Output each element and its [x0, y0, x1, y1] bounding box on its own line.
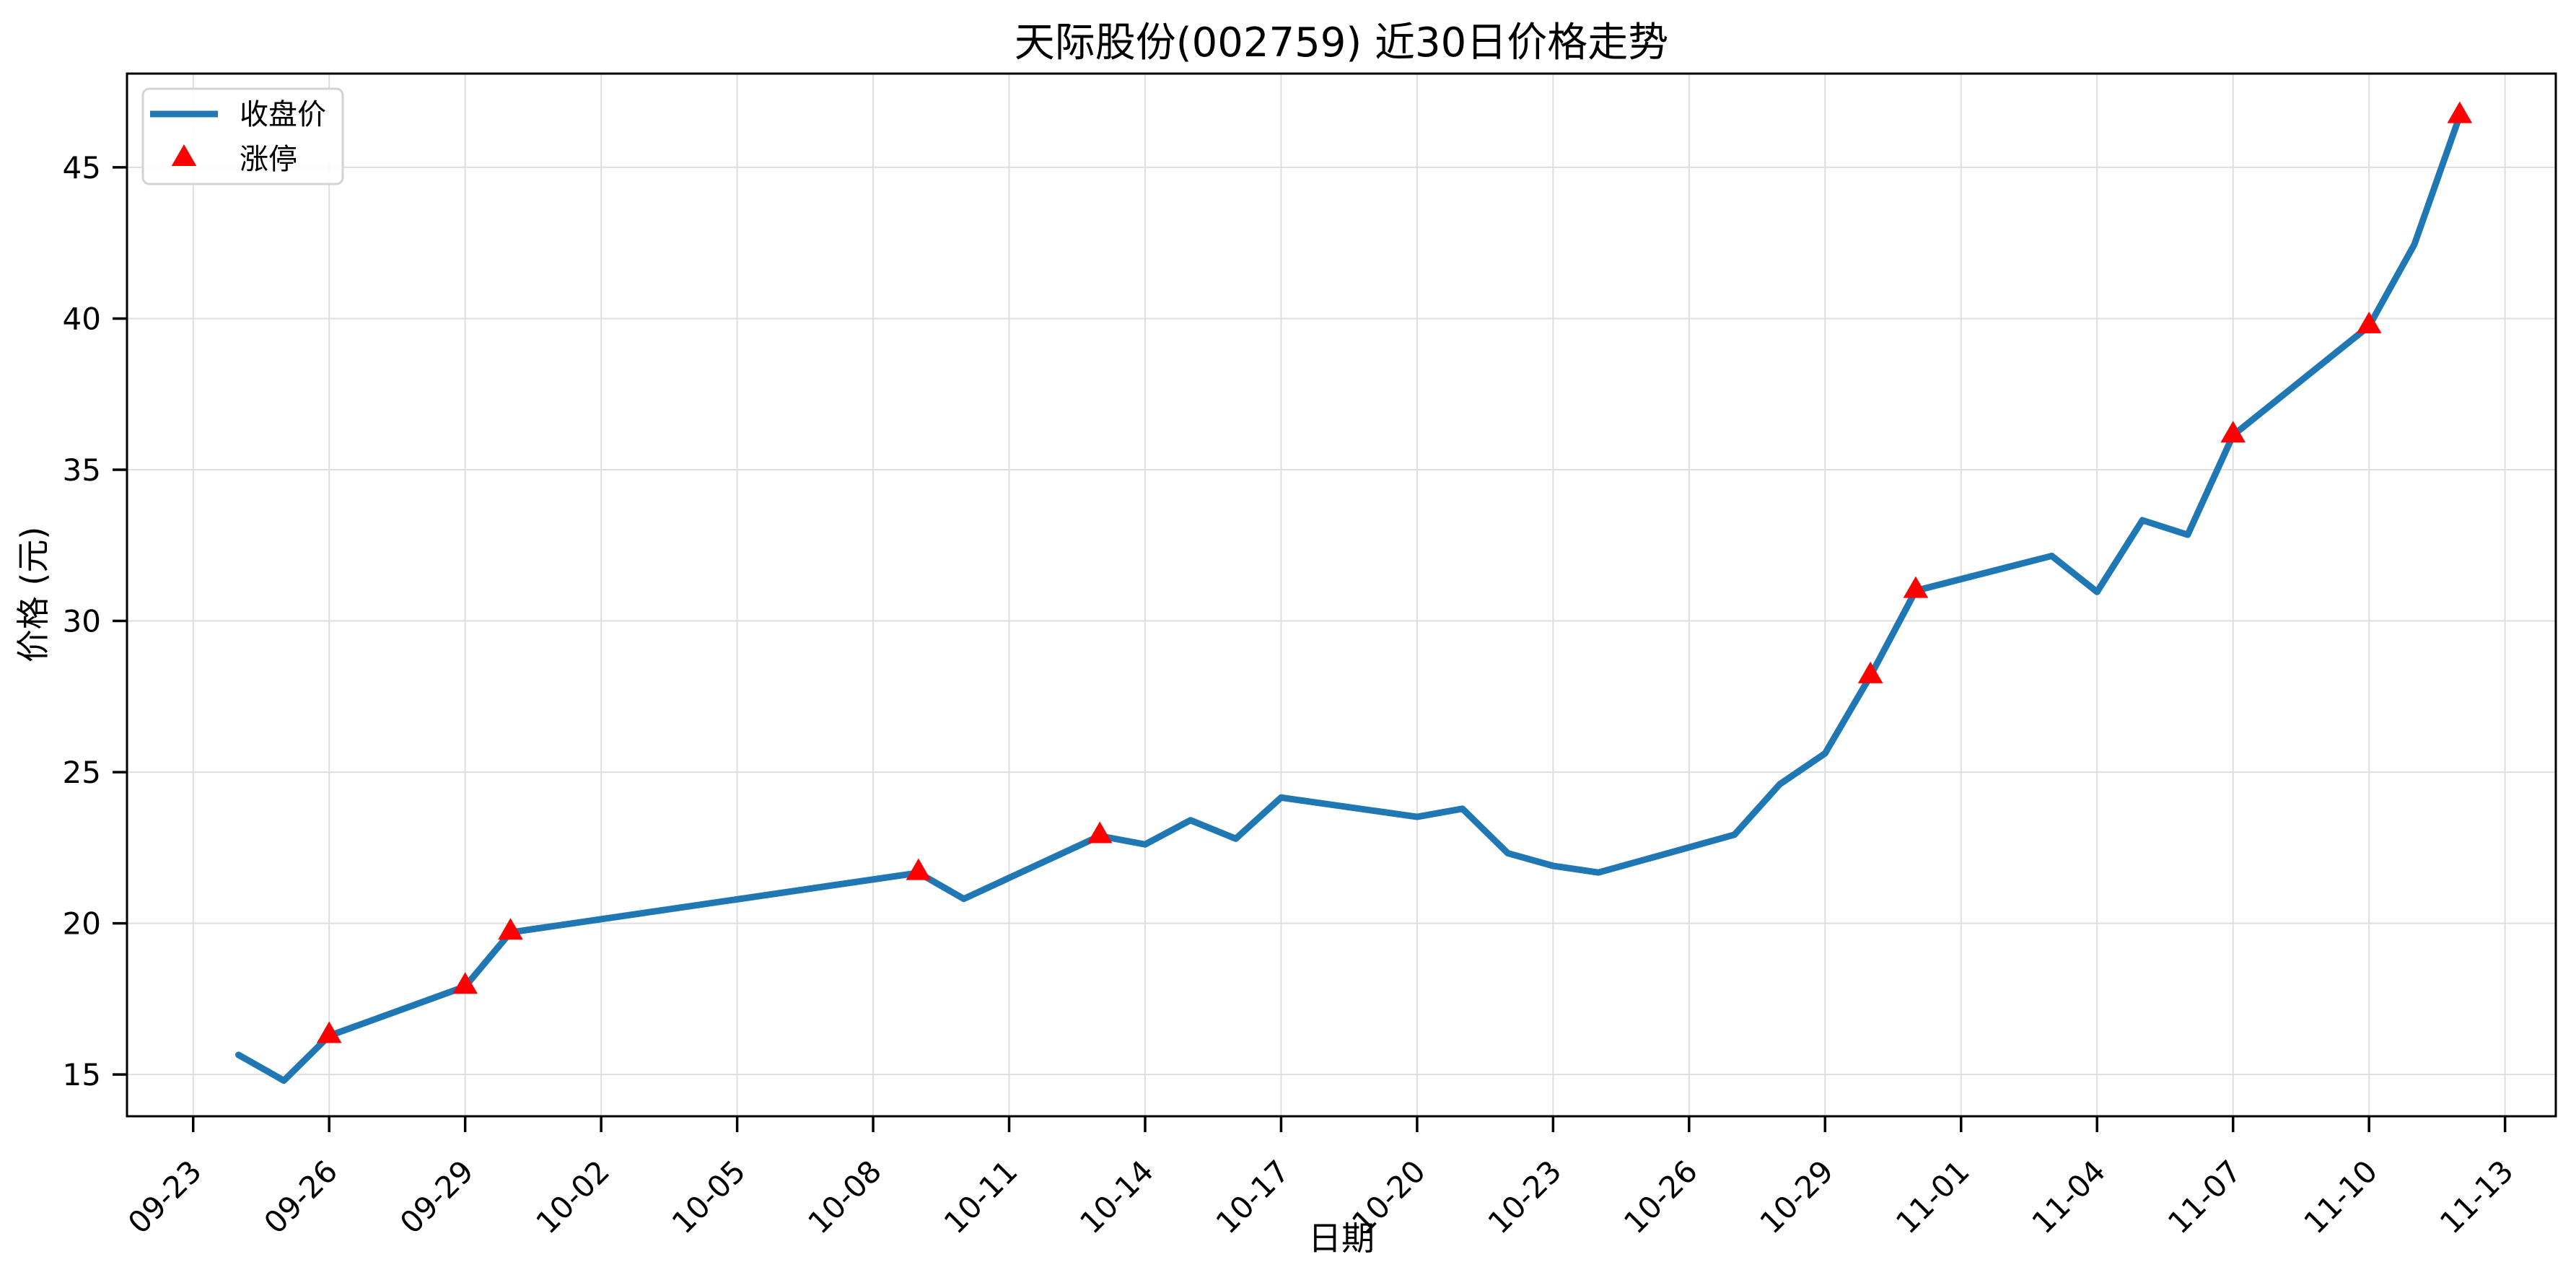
y-tick-label: 25 [63, 755, 101, 790]
y-tick-label: 20 [63, 906, 101, 942]
x-tick-label: 09-29 [393, 1153, 481, 1240]
limit-up-marker [1087, 821, 1113, 844]
limit-up-marker [1903, 576, 1929, 598]
x-tick-label: 09-23 [121, 1153, 209, 1240]
x-tick-label: 10-29 [1753, 1153, 1840, 1240]
gridlines [127, 74, 2556, 1116]
x-tick-label: 11-07 [2161, 1153, 2248, 1240]
y-tick-label: 40 [63, 301, 101, 336]
legend-label-close-price: 收盘价 [240, 98, 326, 131]
y-tick-label: 15 [63, 1057, 101, 1092]
limit-up-marker [2447, 101, 2473, 123]
y-axis-label: 价格 (元) [14, 527, 53, 663]
series [235, 101, 2473, 1085]
limit-up-marker [1857, 661, 1883, 683]
x-tick-label: 10-11 [937, 1153, 1025, 1240]
axis-ticks [113, 166, 2507, 1132]
x-axis-label: 日期 [1308, 1219, 1375, 1258]
close-price-line [235, 113, 2463, 1085]
limit-up-marker [498, 918, 523, 940]
legend: 收盘价 涨停 [141, 87, 344, 185]
legend-triangle-swatch [171, 144, 197, 166]
x-tick-label: 10-26 [1617, 1153, 1704, 1240]
y-tick-label: 30 [63, 604, 101, 639]
x-tick-label: 11-10 [2297, 1153, 2384, 1240]
x-tick-label: 10-08 [801, 1153, 888, 1240]
x-tick-label: 10-02 [529, 1153, 616, 1240]
x-tick-label: 11-01 [1889, 1153, 1976, 1240]
limit-up-marker [2356, 311, 2382, 333]
plot-border [126, 72, 2557, 1118]
limit-up-marker [2220, 421, 2246, 443]
limit-up-marker [906, 858, 932, 880]
tick-labels: 15 20 25 30 35 40 45 09-23 09-26 09-29 10-02 10-05 1… [63, 150, 2520, 1240]
x-tick-label: 11-04 [2025, 1153, 2112, 1240]
limit-up-marker [316, 1021, 342, 1043]
x-tick-label: 10-17 [1209, 1153, 1297, 1240]
y-tick-label: 35 [63, 452, 101, 488]
x-tick-label: 09-26 [257, 1153, 344, 1240]
x-tick-label: 11-13 [2433, 1153, 2520, 1240]
x-tick-label: 10-14 [1073, 1153, 1160, 1240]
limit-up-marker [452, 972, 478, 994]
x-tick-label: 10-23 [1481, 1153, 1569, 1240]
legend-label-limit-up: 涨停 [240, 143, 297, 176]
y-tick-label: 45 [63, 150, 101, 185]
x-tick-label: 10-05 [665, 1153, 753, 1240]
chart-title: 天际股份(002759) 近30日价格走势 [1015, 19, 1669, 66]
